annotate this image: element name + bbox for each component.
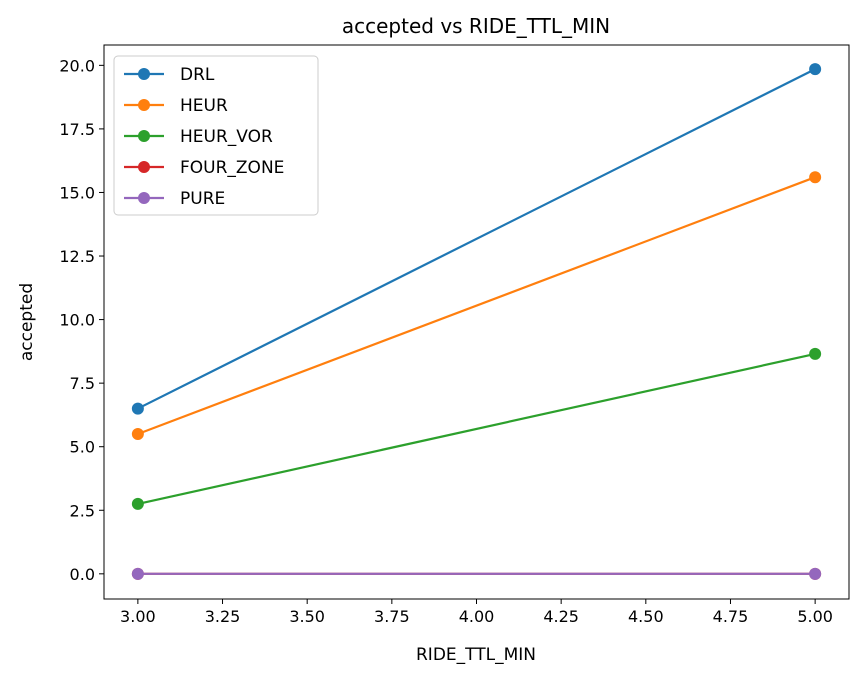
- x-tick-label: 3.50: [289, 607, 325, 626]
- y-tick-label: 12.5: [59, 247, 95, 266]
- y-tick-label: 7.5: [70, 374, 95, 393]
- data-point-drl: [809, 63, 822, 76]
- data-point-pure: [131, 567, 144, 580]
- y-tick-label: 17.5: [59, 120, 95, 139]
- legend-label-pure: PURE: [180, 189, 225, 209]
- series-line-drl: [137, 68, 816, 410]
- legend-marker-four-zone: [138, 161, 150, 173]
- series-line-heur-vor: [137, 352, 816, 505]
- x-tick-label: 4.25: [543, 607, 579, 626]
- legend-marker-drl: [138, 68, 150, 80]
- y-tick-label: 2.5: [70, 501, 95, 520]
- legend-label-heur-vor: HEUR_VOR: [180, 127, 273, 147]
- x-tick-label: 4.75: [713, 607, 749, 626]
- legend-marker-heur: [138, 99, 150, 111]
- x-tick-label: 4.00: [459, 607, 495, 626]
- legend-marker-pure: [138, 192, 150, 204]
- chart-title: accepted vs RIDE_TTL_MIN: [342, 14, 610, 38]
- x-axis-label: RIDE_TTL_MIN: [416, 645, 536, 665]
- x-axis: 3.00 3.25 3.50 3.75 4.00 4.25 4.50 4.75 5.00: [120, 599, 833, 626]
- y-axis-label: accepted: [17, 283, 37, 361]
- data-point-heur-vor: [131, 497, 144, 510]
- data-point-heur: [131, 427, 144, 440]
- y-tick-label: 15.0: [59, 183, 95, 202]
- y-tick-label: 10.0: [59, 311, 95, 330]
- data-point-drl: [131, 402, 144, 415]
- x-tick-label: 3.75: [374, 607, 410, 626]
- y-tick-label: 5.0: [70, 438, 95, 457]
- data-point-pure: [809, 567, 822, 580]
- data-point-heur-vor: [809, 347, 822, 360]
- legend-marker-heur-vor: [138, 130, 150, 142]
- legend: DRL HEUR HEUR_VOR FOUR_ZONE PURE: [113, 55, 319, 216]
- legend-box: [113, 55, 319, 216]
- y-tick-label: 0.0: [70, 565, 95, 584]
- x-tick-label: 3.25: [205, 607, 241, 626]
- x-tick-label: 4.50: [628, 607, 664, 626]
- y-axis: 0.0 2.5 5.0 7.5 10.0 12.5 15.0 17.5 20.0: [59, 56, 104, 584]
- x-tick-label: 3.00: [120, 607, 156, 626]
- legend-label-heur: HEUR: [180, 96, 228, 116]
- legend-label-four-zone: FOUR_ZONE: [180, 158, 284, 178]
- x-tick-label: 5.00: [797, 607, 833, 626]
- y-tick-label: 20.0: [59, 56, 95, 75]
- series-layer: [131, 63, 822, 580]
- series-line-heur: [137, 176, 816, 436]
- data-point-heur: [809, 171, 822, 184]
- legend-label-drl: DRL: [180, 65, 215, 85]
